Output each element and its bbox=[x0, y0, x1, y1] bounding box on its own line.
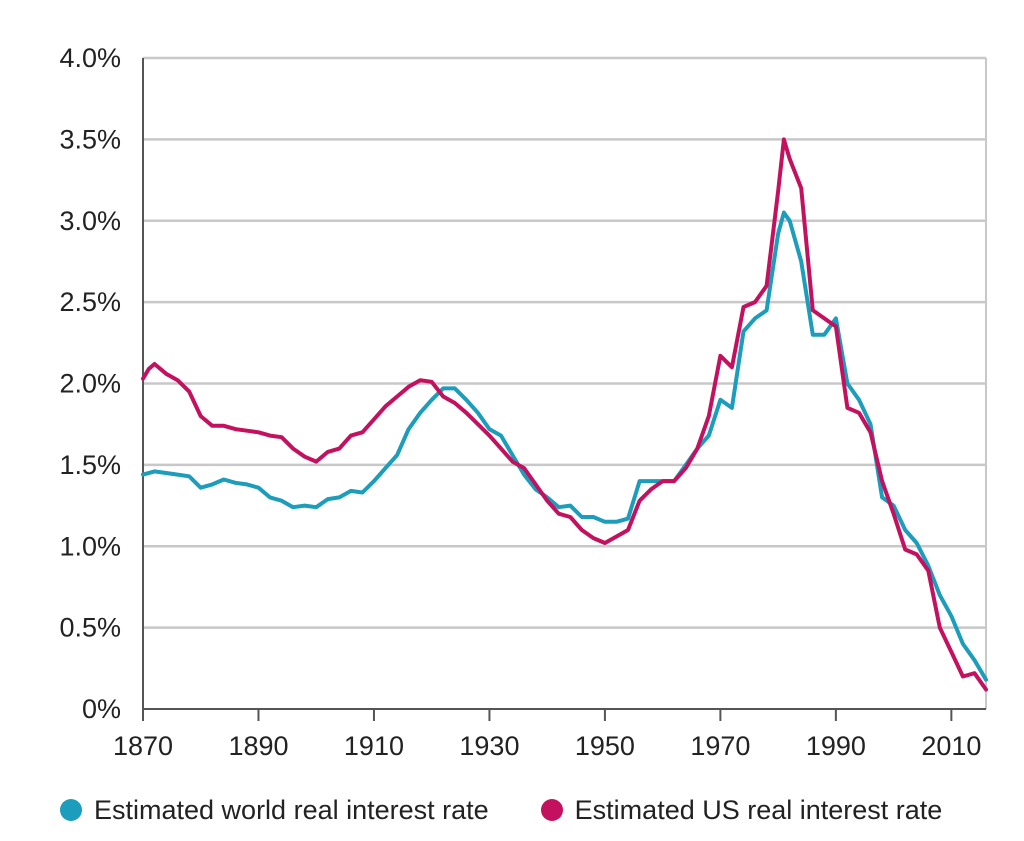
y-tick-label: 1.0% bbox=[59, 531, 121, 561]
y-tick-label: 3.5% bbox=[59, 124, 121, 154]
y-tick-label: 0.5% bbox=[59, 613, 121, 643]
x-tick-label: 1950 bbox=[575, 731, 635, 761]
y-tick-label: 3.0% bbox=[59, 206, 121, 236]
chart-gridlines bbox=[143, 56, 987, 709]
series-line-world bbox=[141, 210, 988, 682]
legend-label-us: Estimated US real interest rate bbox=[574, 794, 943, 825]
legend-marker-world bbox=[60, 799, 82, 821]
x-tick-label: 1910 bbox=[344, 731, 404, 761]
x-axis: 1870 1890 1910 1930 1950 1970 1990 2010 bbox=[113, 708, 986, 761]
chart-series bbox=[141, 137, 988, 692]
legend-marker-us bbox=[540, 799, 563, 821]
y-tick-label: 0% bbox=[82, 694, 121, 724]
x-tick-label: 1870 bbox=[113, 731, 173, 761]
y-tick-label: 4.0% bbox=[59, 43, 121, 73]
legend-item-us: Estimated US real interest rate bbox=[540, 794, 943, 826]
y-tick-label: 1.5% bbox=[59, 450, 121, 480]
chart-legend: Estimated world real interest rate Estim… bbox=[60, 790, 1010, 830]
line-chart: 0%0.5%1.0%1.5%2.0%2.5%3.0%3.5%4.0% 1870 1… bbox=[59, 43, 988, 761]
x-tick-label: 1930 bbox=[459, 731, 519, 761]
y-tick-label: 2.0% bbox=[59, 369, 121, 399]
x-tick-label: 1970 bbox=[690, 731, 750, 761]
x-tick-label: 1990 bbox=[806, 731, 866, 761]
legend-item-world: Estimated world real interest rate bbox=[60, 795, 489, 826]
x-tick-label: 2010 bbox=[921, 731, 981, 761]
series-line-us bbox=[141, 137, 988, 692]
legend-label-world: Estimated world real interest rate bbox=[94, 794, 489, 825]
y-tick-label: 2.5% bbox=[59, 287, 121, 317]
y-axis: 0% 0.5% 1.0% 1.5% 2.0% 2.5% 3.0% 3.5% 4.0% bbox=[59, 43, 144, 724]
x-tick-label: 1890 bbox=[228, 731, 288, 761]
